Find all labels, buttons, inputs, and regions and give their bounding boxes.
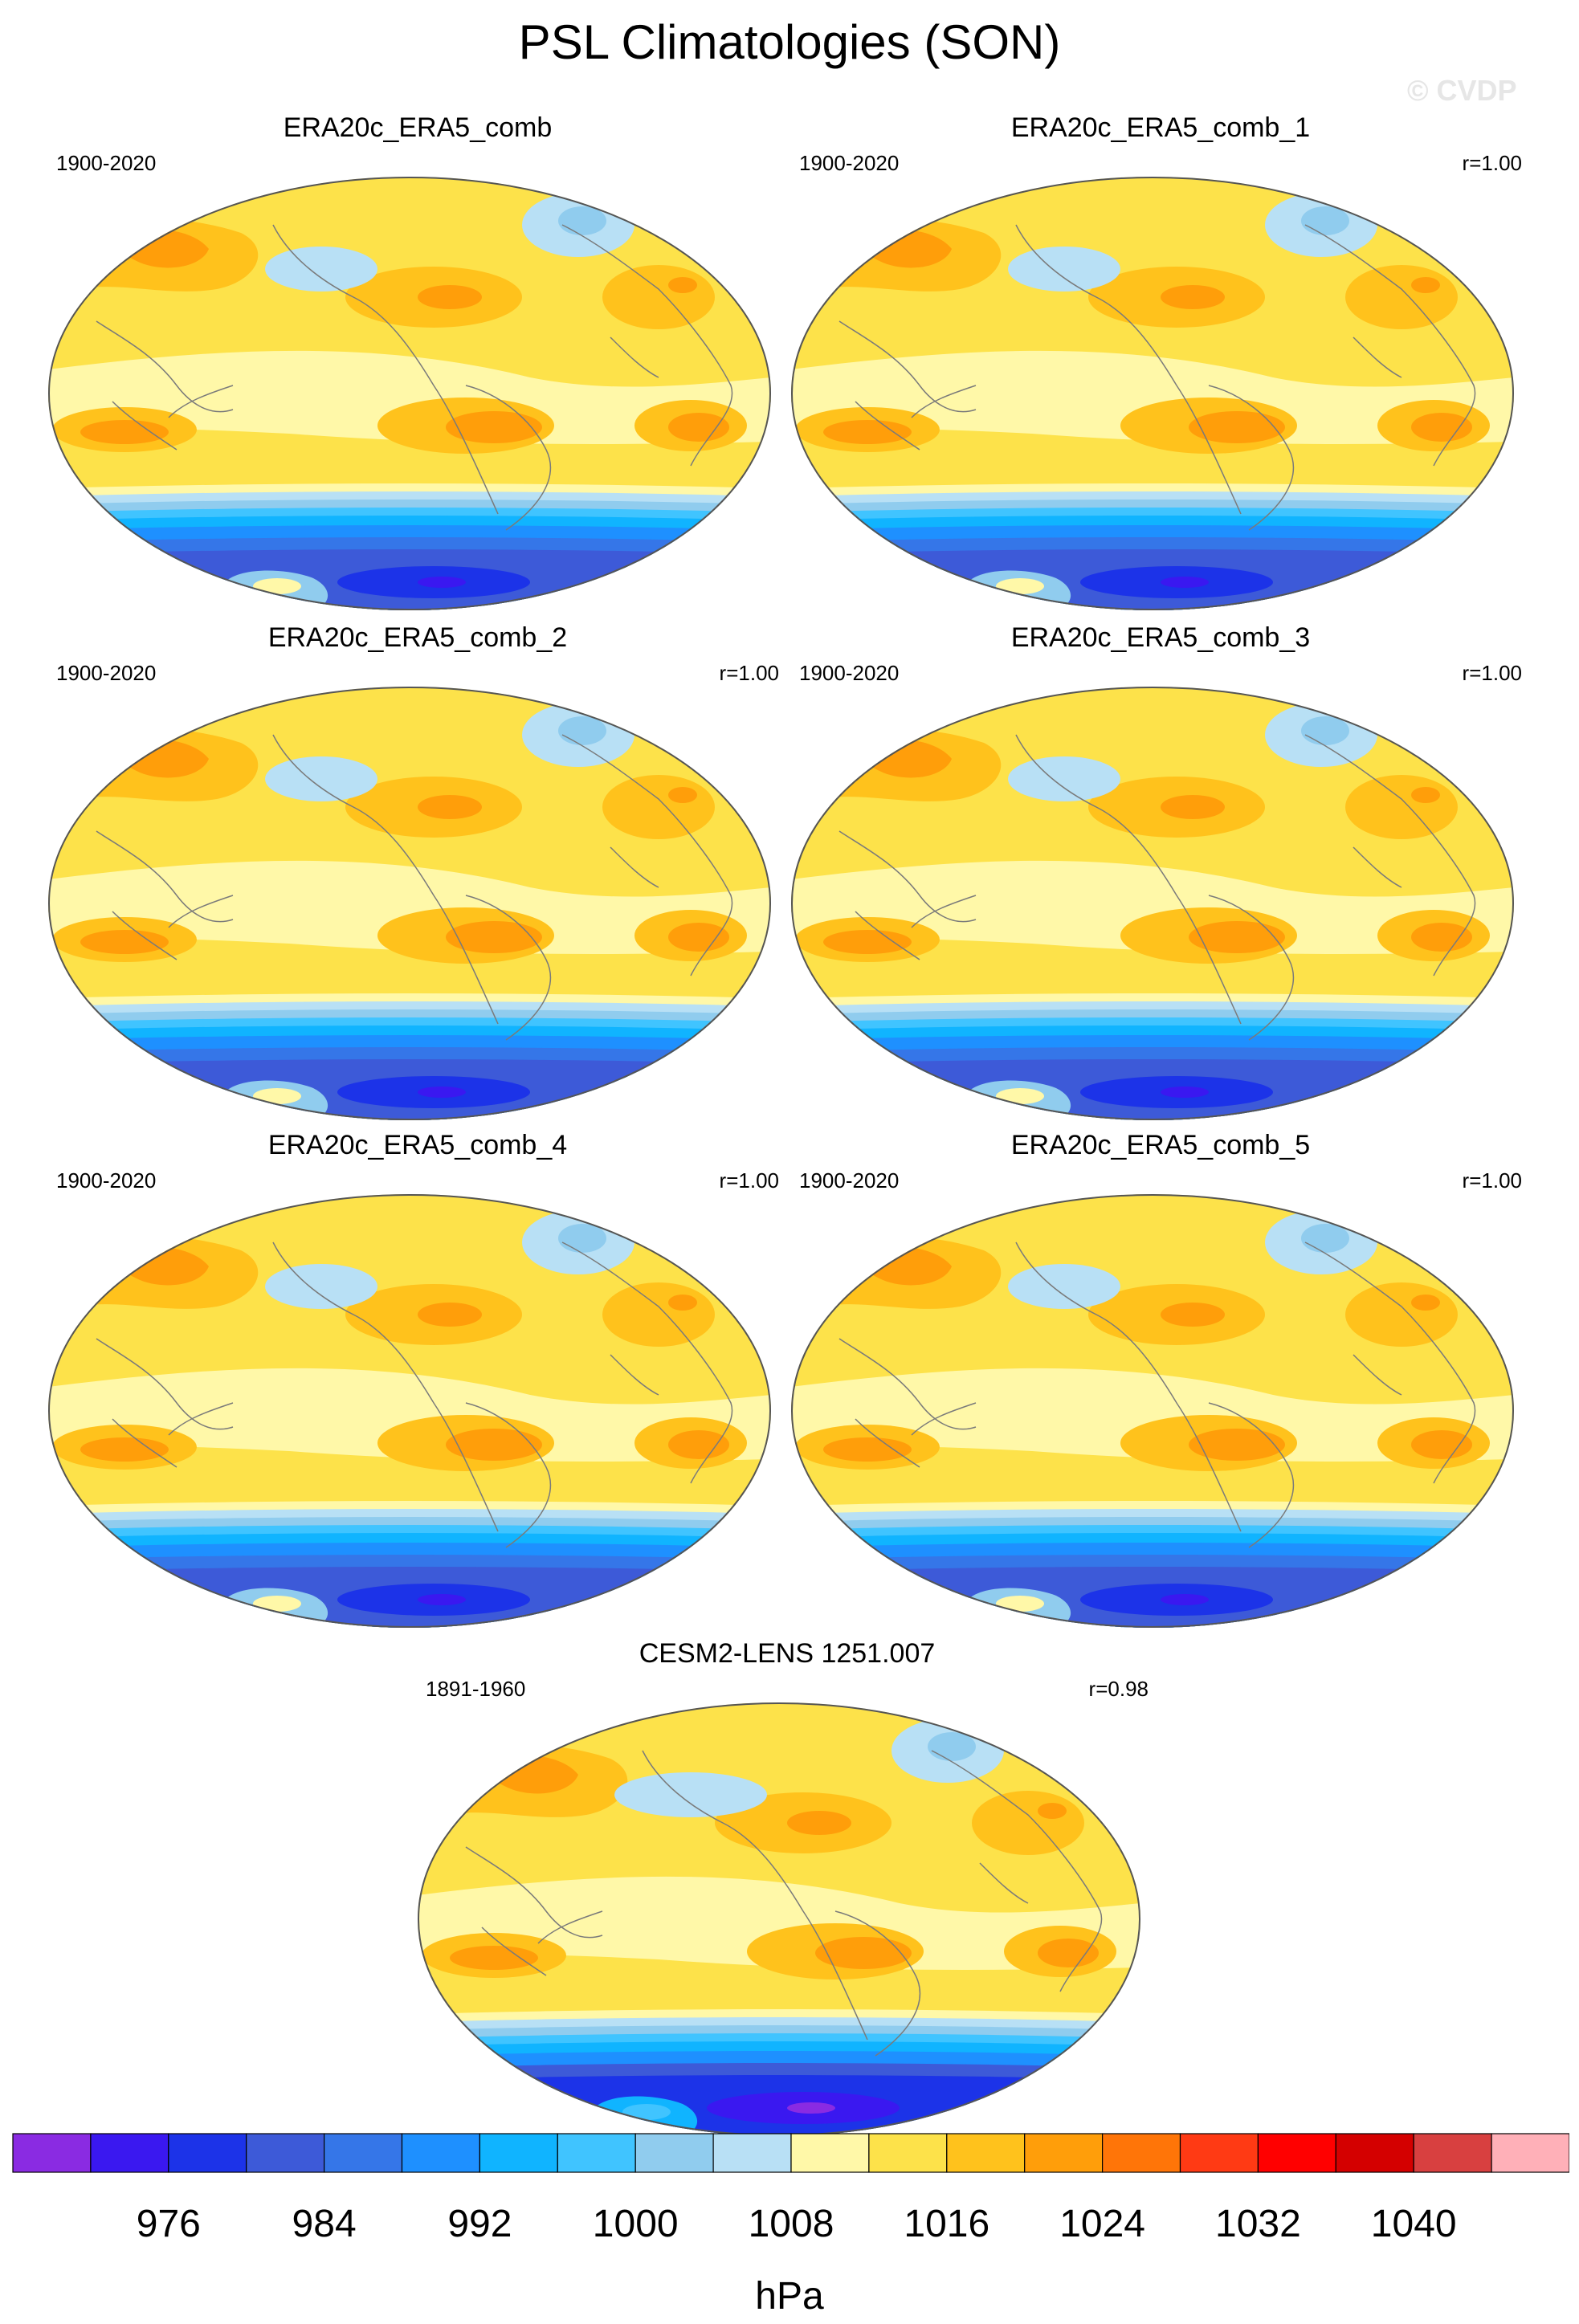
colorbar-box	[12, 2133, 92, 2173]
panel-period: 1900-2020	[799, 151, 900, 175]
map-panel: ERA20c_ERA5_comb_4 1900-2020 r=1.00	[48, 1130, 787, 1628]
colorbar-box	[1024, 2133, 1104, 2173]
panel-period: 1900-2020	[799, 661, 900, 685]
colorbar-label: 1008	[749, 2203, 834, 2245]
colorbar-units: hPa	[755, 2275, 824, 2318]
colorbar-box	[557, 2133, 636, 2173]
panel-title: ERA20c_ERA5_comb	[283, 112, 553, 143]
colorbar: 976 984 992 1000 1008 1016 1024 1032 1040	[12, 2133, 1569, 2245]
panel-correlation: r=1.00	[719, 1168, 779, 1193]
colorbar-box	[946, 2133, 1026, 2173]
psl-map	[48, 687, 771, 1120]
panel-title: ERA20c_ERA5_comb_5	[1010, 1130, 1311, 1160]
colorbar-box	[1257, 2133, 1336, 2173]
colorbar-box	[1179, 2133, 1259, 2173]
map-panel: ERA20c_ERA5_comb 1900-2020	[48, 112, 787, 610]
colorbar-label: 976	[137, 2203, 201, 2245]
panel-period: 1900-2020	[56, 1168, 157, 1193]
colorbar-label: 1040	[1371, 2203, 1457, 2245]
panel-period: 1891-1960	[426, 1677, 526, 1701]
map-panel: CESM2-LENS 1251.007 1891-1960 r=0.98	[418, 1638, 1157, 2136]
panel-period: 1900-2020	[799, 1168, 900, 1193]
panel-period: 1900-2020	[56, 661, 157, 685]
panel-correlation: r=1.00	[1462, 1168, 1522, 1193]
panel-title: ERA20c_ERA5_comb_3	[1010, 622, 1311, 653]
panel-correlation: r=1.00	[719, 661, 779, 685]
map-panel: ERA20c_ERA5_comb_2 1900-2020 r=1.00	[48, 622, 787, 1120]
colorbar-box	[1413, 2133, 1492, 2173]
panel-correlation: r=0.98	[1088, 1677, 1149, 1701]
colorbar-box	[1101, 2133, 1181, 2173]
colorbar-box	[1335, 2133, 1414, 2173]
panel-title: ERA20c_ERA5_comb_4	[267, 1130, 568, 1160]
colorbar-label: 1016	[904, 2203, 989, 2245]
colorbar-box	[90, 2133, 169, 2173]
colorbar-label: 992	[447, 2203, 512, 2245]
panel-period: 1900-2020	[56, 151, 157, 175]
colorbar-box	[868, 2133, 948, 2173]
psl-map	[48, 177, 771, 610]
psl-map	[791, 1194, 1514, 1628]
panel-title: ERA20c_ERA5_comb_1	[1010, 112, 1311, 143]
colorbar-box	[634, 2133, 714, 2173]
colorbar-box	[790, 2133, 870, 2173]
psl-map	[791, 177, 1514, 610]
map-panel: ERA20c_ERA5_comb_5 1900-2020 r=1.00	[791, 1130, 1530, 1628]
colorbar-label: 984	[292, 2203, 357, 2245]
panel-correlation: r=1.00	[1462, 661, 1522, 685]
map-panel: ERA20c_ERA5_comb_3 1900-2020 r=1.00	[791, 622, 1530, 1120]
colorbar-box	[168, 2133, 247, 2173]
colorbar-box	[712, 2133, 792, 2173]
watermark: © CVDP	[1407, 74, 1517, 107]
colorbar-label: 1024	[1059, 2203, 1145, 2245]
colorbar-label: 1032	[1215, 2203, 1301, 2245]
panel-title: ERA20c_ERA5_comb_2	[267, 622, 568, 653]
map-panel: ERA20c_ERA5_comb_1 1900-2020 r=1.00	[791, 112, 1530, 610]
colorbar-box	[324, 2133, 403, 2173]
panel-title: CESM2-LENS 1251.007	[639, 1638, 936, 1669]
psl-map	[791, 687, 1514, 1120]
colorbar-box	[479, 2133, 558, 2173]
colorbar-box	[1491, 2133, 1569, 2173]
colorbar-box	[246, 2133, 325, 2173]
colorbar-box	[401, 2133, 481, 2173]
panel-correlation: r=1.00	[1462, 151, 1522, 175]
psl-map	[418, 1702, 1140, 2136]
figure-title: PSL Climatologies (SON)	[518, 15, 1061, 69]
colorbar-label: 1000	[593, 2203, 679, 2245]
psl-map	[48, 1194, 771, 1628]
